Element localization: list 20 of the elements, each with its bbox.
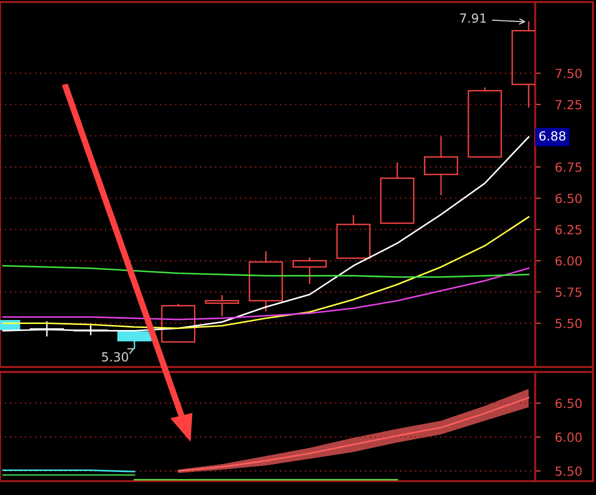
candlestick [292,258,327,284]
candlestick [424,136,458,196]
line-series [2,264,530,278]
y-tick-label: 6.50 [556,194,582,204]
annotation: 5.30 [102,352,128,362]
y-tick-label: 5.50 [556,466,582,476]
y-tick-label: 6.25 [556,224,582,234]
annotation: 7.91 [460,13,486,23]
line-series [2,267,530,320]
y-tick-label: 6.50 [556,398,582,408]
y-tick-label: 5.75 [556,288,582,297]
y-tick-label: 7.25 [556,100,582,110]
y-tick-label: 5.50 [556,318,582,328]
y-tick-label: 6.75 [556,162,582,172]
text: 6.88 [539,131,566,141]
y-tick-label: 6.00 [556,432,582,442]
line-series [2,216,530,330]
candlestick [248,251,283,312]
y-tick-label: 7.50 [556,68,582,78]
y-tick-label: 6.00 [556,256,582,266]
